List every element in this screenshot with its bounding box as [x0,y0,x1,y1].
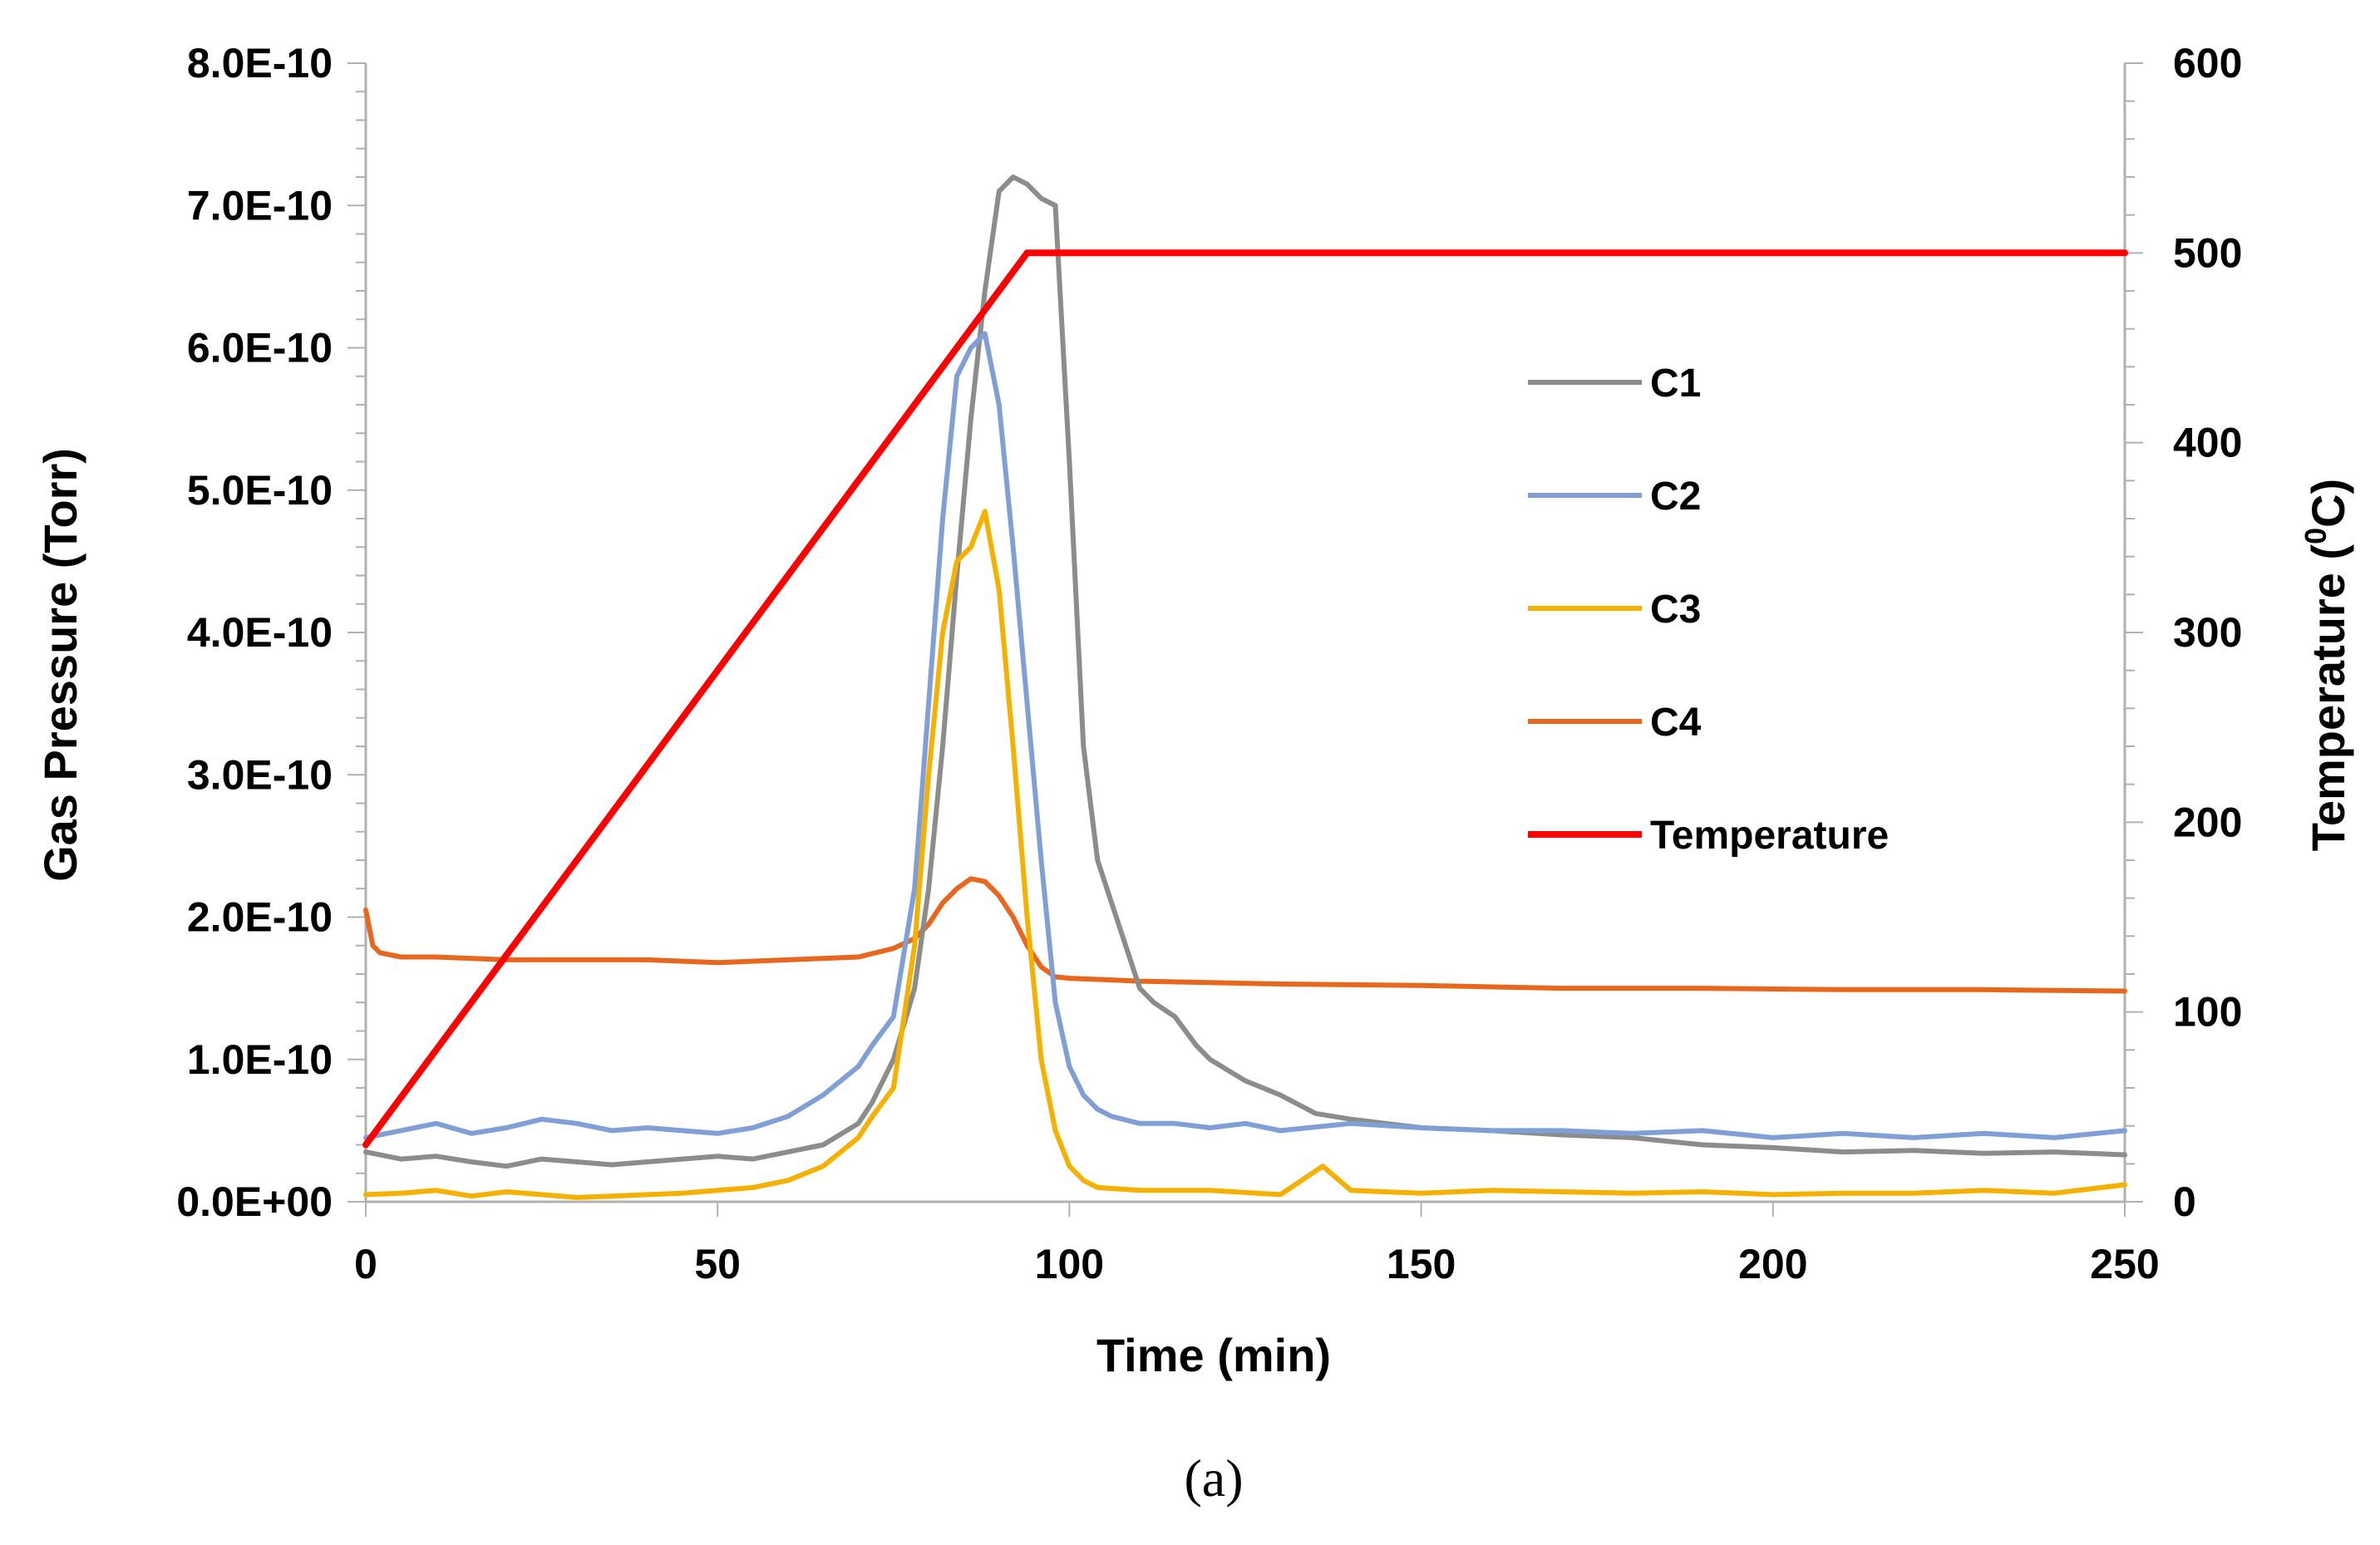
legend-label-c3: C3 [1650,588,1701,632]
y2-tick-label: 100 [2173,989,2242,1036]
y-tick-label: 3.0E-10 [187,751,333,798]
x-tick-label: 100 [1035,1241,1104,1287]
legend-label-c4: C4 [1650,701,1702,745]
series-line-c3 [363,509,2127,1200]
y-tick-label: 6.0E-10 [187,325,333,371]
legend-label-c2: C2 [1650,475,1701,519]
x-tick-label: 150 [1387,1241,1456,1287]
x-axis-title: Time (min) [1096,1329,1331,1381]
series-lines [362,175,2128,1200]
figure-caption: (a) [1184,1449,1243,1508]
y2-axis-title-end: C) [2302,479,2354,528]
y2-tick-label: 400 [2173,420,2242,466]
y2-tick-label: 0 [2173,1178,2196,1225]
y2-tick-label: 200 [2173,799,2242,845]
y-tick-label: 8.0E-10 [187,40,333,86]
legend: C1 C2 C3 C4 Temperature [1528,362,1889,858]
y2-axis-title-main: Temperature ( [2302,544,2354,852]
series-line-temperature [362,249,2128,1149]
series-line-c2 [363,331,2127,1140]
y2-tick-label: 300 [2173,609,2242,656]
y-tick-label: 7.0E-10 [187,182,333,229]
x-tick-label: 0 [354,1241,377,1287]
axis-ticks: 0.0E+00 1.0E-10 2.0E-10 3.0E-10 4.0E-10 5.0E-… [176,40,2242,1287]
y2-axis-title: Temperature (0C) [2299,479,2354,851]
y2-tick-label: 600 [2173,40,2242,86]
x-tick-label: 50 [694,1241,741,1287]
y-tick-label: 2.0E-10 [187,894,333,941]
x-tick-label: 250 [2090,1241,2159,1287]
y-tick-label: 0.0E+00 [176,1178,333,1225]
legend-label-temperature: Temperature [1650,814,1889,858]
y-tick-label: 5.0E-10 [187,467,333,514]
plot-area [364,63,2126,1203]
series-line-c4 [363,876,2127,994]
y-tick-label: 4.0E-10 [187,609,333,656]
y-axis-title: Gas Pressure (Torr) [34,448,86,882]
y2-tick-label: 500 [2173,229,2242,276]
series-line-c1 [363,175,2127,1169]
x-tick-label: 200 [1738,1241,1807,1287]
y2-axis-title-sup: 0 [2299,528,2333,544]
legend-label-c1: C1 [1650,362,1701,406]
y-tick-label: 1.0E-10 [187,1036,333,1083]
